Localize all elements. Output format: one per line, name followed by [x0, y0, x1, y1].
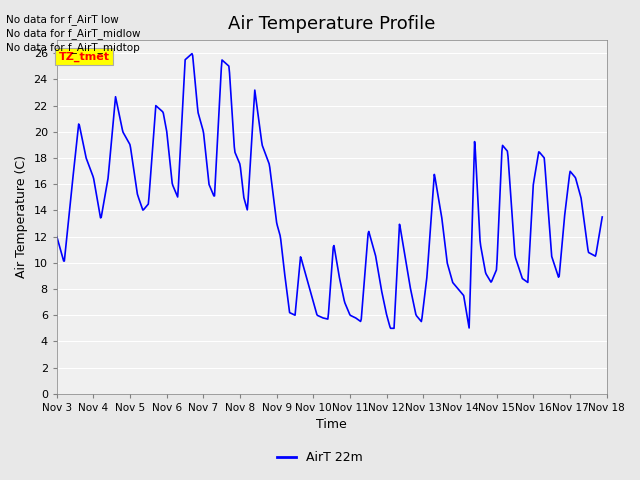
X-axis label: Time: Time [316, 419, 347, 432]
Legend: AirT 22m: AirT 22m [272, 446, 368, 469]
Y-axis label: Air Temperature (C): Air Temperature (C) [15, 156, 28, 278]
Text: No data for f_AirT_midlow: No data for f_AirT_midlow [6, 28, 141, 39]
Title: Air Temperature Profile: Air Temperature Profile [228, 15, 435, 33]
Text: No data for f_AirT_midtop: No data for f_AirT_midtop [6, 42, 140, 53]
Text: No data for f_AirT low: No data for f_AirT low [6, 13, 119, 24]
Text: TZ_tmet: TZ_tmet [59, 52, 109, 62]
